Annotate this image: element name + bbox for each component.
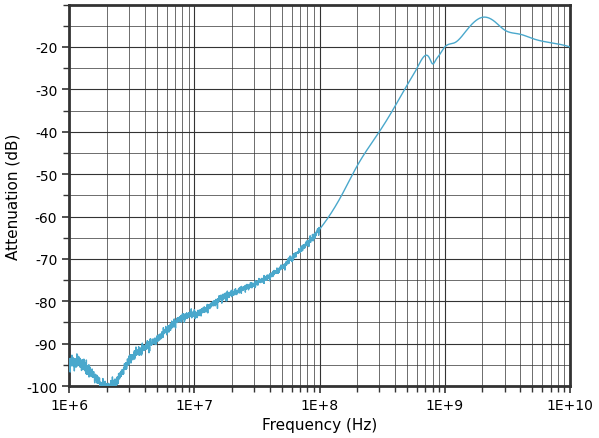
Y-axis label: Attenuation (dB): Attenuation (dB) xyxy=(5,133,20,259)
X-axis label: Frequency (Hz): Frequency (Hz) xyxy=(262,417,377,432)
